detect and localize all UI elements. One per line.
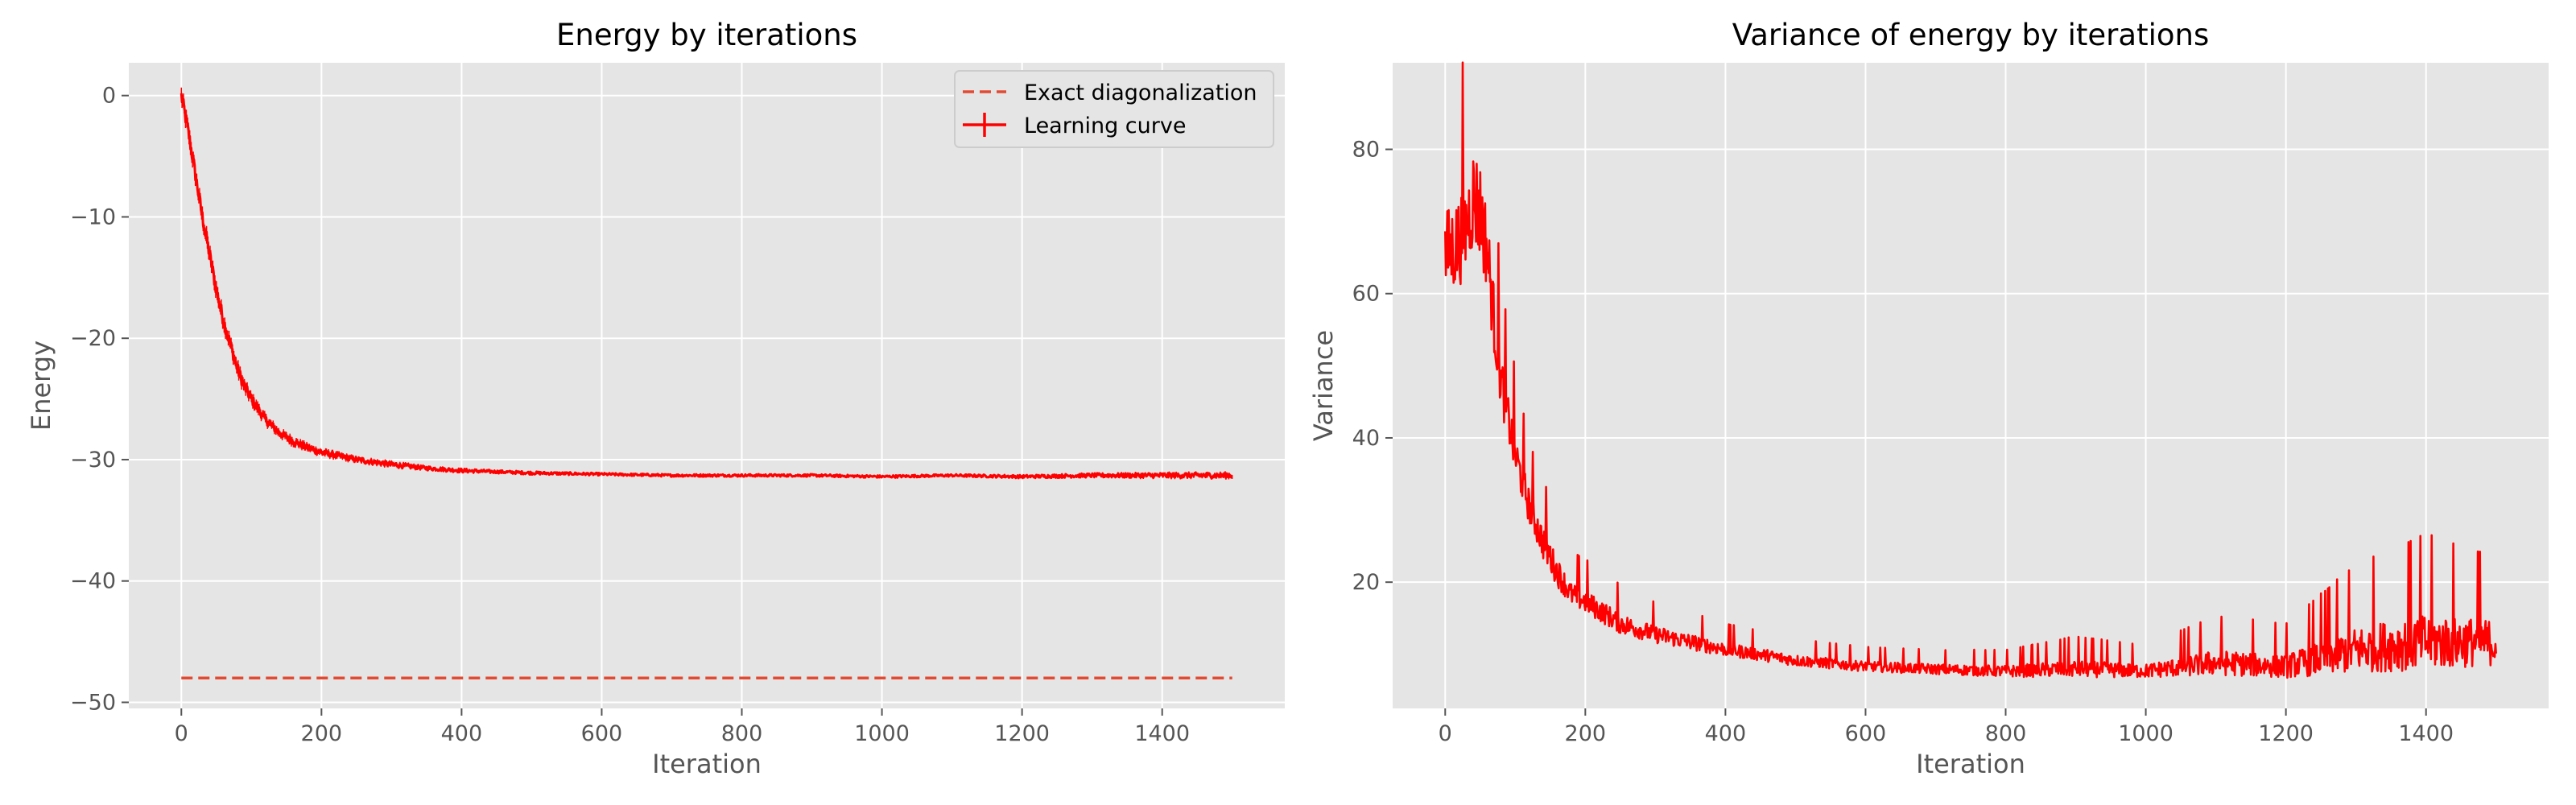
variance-y-tick-label: 20 — [1352, 570, 1380, 595]
variance-chart: 0 200 400 600 800 1000 1200 1400 20 40 60 80 Varian… — [1308, 18, 2549, 779]
energy-y-axis-label: Energy — [26, 341, 56, 431]
legend-frame — [954, 70, 1274, 148]
energy-x-axis-label: Iteration — [652, 749, 762, 779]
energy-x-tick-label: 1400 — [1134, 721, 1190, 746]
variance-y-tick-label: 40 — [1352, 426, 1380, 451]
variance-line — [1444, 61, 2497, 679]
variance-x-tick-label: 400 — [1705, 721, 1747, 746]
energy-x-tick-label: 0 — [175, 721, 188, 746]
energy-ticks: 0 200 400 600 800 1000 1200 1400 0 −10 −20 −30 −40 −5… — [70, 84, 1190, 746]
energy-y-tick-label: 0 — [102, 84, 116, 109]
variance-x-tick-label: 600 — [1845, 721, 1887, 746]
energy-grid — [129, 63, 1285, 708]
variance-x-tick-label: 1200 — [2258, 721, 2314, 746]
energy-plot-area — [129, 63, 1285, 708]
energy-y-tick-label: −40 — [70, 569, 116, 594]
variance-x-tick-label: 0 — [1439, 721, 1452, 746]
energy-y-tick-label: −10 — [70, 204, 116, 229]
variance-x-tick-label: 800 — [1985, 721, 2027, 746]
learning-curve-line — [180, 93, 1233, 480]
energy-y-tick-label: −50 — [70, 690, 116, 715]
variance-y-tick-label: 80 — [1352, 138, 1380, 163]
legend-learning-label: Learning curve — [1024, 114, 1186, 138]
energy-chart-title: Energy by iterations — [556, 18, 857, 52]
energy-x-tick-label: 600 — [581, 721, 623, 746]
variance-grid — [1393, 63, 2549, 708]
variance-x-tick-label: 1000 — [2118, 721, 2174, 746]
variance-y-tick-label: 60 — [1352, 282, 1380, 307]
energy-x-tick-label: 1200 — [994, 721, 1050, 746]
variance-x-tick-label: 200 — [1565, 721, 1607, 746]
energy-series-group — [180, 87, 1233, 680]
variance-y-axis-label: Variance — [1308, 330, 1339, 441]
energy-x-tick-label: 400 — [441, 721, 483, 746]
legend-exact-label: Exact diagonalization — [1024, 80, 1257, 105]
variance-x-tick-label: 1400 — [2398, 721, 2454, 746]
energy-x-tick-label: 800 — [721, 721, 763, 746]
variance-series-group — [1444, 61, 2497, 679]
energy-x-tick-label: 200 — [301, 721, 343, 746]
variance-ticks: 0 200 400 600 800 1000 1200 1400 20 40 60 80 — [1352, 138, 2454, 746]
variance-x-axis-label: Iteration — [1916, 749, 2025, 779]
variance-plot-area — [1393, 63, 2549, 708]
energy-chart: 0 200 400 600 800 1000 1200 1400 0 −10 −20 −30 −40 −5… — [26, 18, 1285, 779]
variance-chart-title: Variance of energy by iterations — [1732, 18, 2209, 52]
energy-y-tick-label: −30 — [70, 448, 116, 473]
energy-x-tick-label: 1000 — [854, 721, 910, 746]
energy-y-tick-label: −20 — [70, 326, 116, 351]
energy-legend: Exact diagonalization Learning curve — [954, 70, 1274, 148]
